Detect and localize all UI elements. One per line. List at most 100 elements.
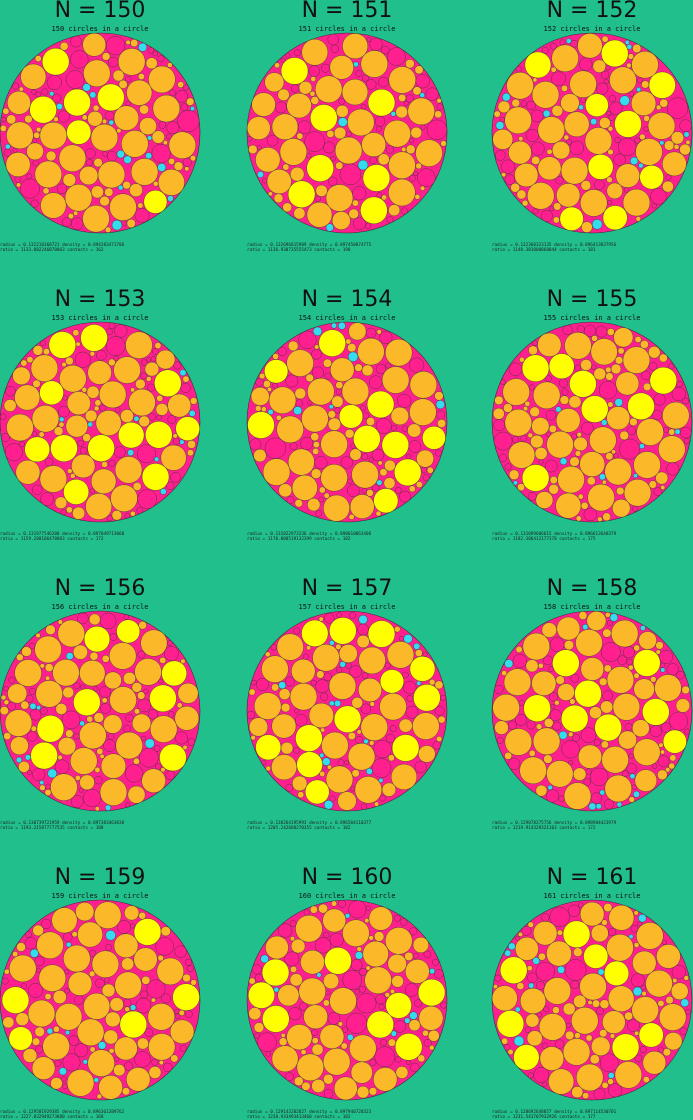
packed-circle	[391, 734, 420, 762]
packed-circle	[345, 338, 352, 345]
packed-circle	[657, 1046, 664, 1053]
packed-circle	[109, 686, 137, 714]
packed-circle	[631, 90, 657, 116]
packed-circle	[289, 936, 295, 942]
packed-circle	[552, 1006, 560, 1014]
packed-circle	[662, 151, 687, 177]
packed-circle	[7, 701, 16, 711]
packed-circle	[633, 473, 639, 479]
packed-circle	[138, 42, 148, 52]
packed-circle	[26, 173, 33, 180]
packed-circle	[247, 411, 275, 439]
packed-circle	[299, 1002, 308, 1011]
packed-circle	[529, 406, 540, 417]
packed-circle	[294, 387, 307, 400]
packed-circle	[306, 645, 312, 651]
packed-circle	[615, 371, 640, 396]
packed-circle	[184, 1010, 193, 1018]
packed-circle	[98, 1075, 123, 1100]
packed-circle	[12, 951, 19, 958]
packed-circle	[666, 97, 689, 119]
packed-circle	[349, 448, 362, 461]
packed-circle	[617, 347, 625, 355]
packed-circle	[659, 98, 669, 108]
packed-circle	[425, 87, 439, 101]
packed-circle	[375, 126, 382, 132]
packed-circle	[329, 795, 336, 802]
packed-circle	[573, 436, 588, 452]
packed-circle	[20, 983, 27, 990]
packed-circle	[277, 346, 287, 356]
packed-circle	[525, 659, 539, 673]
packed-circle	[310, 96, 320, 105]
footer-line: ratio = 1148.381000868844 contacts = 181	[492, 247, 596, 253]
packed-circle	[285, 1072, 294, 1081]
packed-circle	[511, 98, 520, 108]
packed-circle	[34, 956, 45, 967]
packed-circle	[360, 703, 371, 714]
packed-circle	[40, 340, 46, 347]
packed-circle	[278, 681, 287, 690]
packed-circle	[630, 925, 639, 933]
packed-circle	[641, 80, 650, 89]
packed-circle	[626, 62, 632, 69]
packed-circle	[82, 32, 107, 57]
packed-circle	[156, 957, 185, 986]
packed-circle	[72, 329, 80, 337]
packed-circle	[390, 1030, 397, 1037]
packed-circle	[369, 156, 378, 165]
packed-circle	[271, 754, 298, 781]
packed-circle	[152, 94, 181, 123]
packed-circle	[112, 69, 125, 82]
packed-circle	[101, 461, 108, 468]
panel-subtitle: 154 circles in a circle	[299, 314, 396, 322]
packed-circle	[266, 386, 272, 392]
packed-circle	[278, 483, 293, 498]
packed-circle	[619, 430, 629, 441]
packed-circle	[125, 331, 153, 359]
packed-circle	[71, 217, 84, 230]
packed-circle	[253, 448, 267, 463]
packed-circle	[601, 919, 608, 926]
packed-circle	[622, 770, 629, 777]
packed-circle	[99, 778, 128, 806]
packed-circle	[341, 377, 370, 406]
packed-circle	[580, 359, 592, 371]
packed-circle	[538, 952, 546, 961]
packed-circle	[31, 405, 60, 433]
packed-circle	[72, 506, 86, 520]
packed-circle	[387, 954, 407, 974]
packed-circle	[116, 150, 125, 159]
packed-circle	[653, 393, 666, 406]
packed-circle	[344, 760, 349, 766]
packed-circle	[434, 680, 444, 690]
packed-circle	[20, 359, 28, 367]
packed-circle	[63, 88, 91, 117]
packed-circle	[374, 801, 380, 807]
packed-circle	[543, 754, 553, 764]
packed-circle	[187, 449, 194, 457]
packed-circle	[492, 693, 520, 722]
packed-circle	[532, 340, 538, 346]
packed-circle	[114, 324, 128, 338]
packed-circle	[390, 406, 409, 426]
packed-circle	[324, 947, 352, 975]
packed-circle	[383, 477, 396, 490]
packed-circle	[369, 37, 383, 51]
packed-circle	[46, 1027, 54, 1035]
packed-circle	[279, 138, 308, 166]
packed-circle	[573, 947, 583, 957]
packed-circle	[566, 139, 573, 145]
packed-circle	[412, 170, 419, 176]
packing	[0, 899, 201, 1101]
packed-circle	[54, 1059, 62, 1067]
packed-circle	[167, 393, 192, 418]
packed-circle	[618, 137, 637, 157]
packed-circle	[152, 50, 158, 57]
packed-circle	[79, 720, 85, 727]
packed-circle	[632, 950, 657, 976]
packed-circle	[130, 39, 139, 48]
packed-circle	[276, 633, 304, 661]
packed-circle	[643, 382, 652, 391]
packed-circle	[90, 123, 119, 152]
